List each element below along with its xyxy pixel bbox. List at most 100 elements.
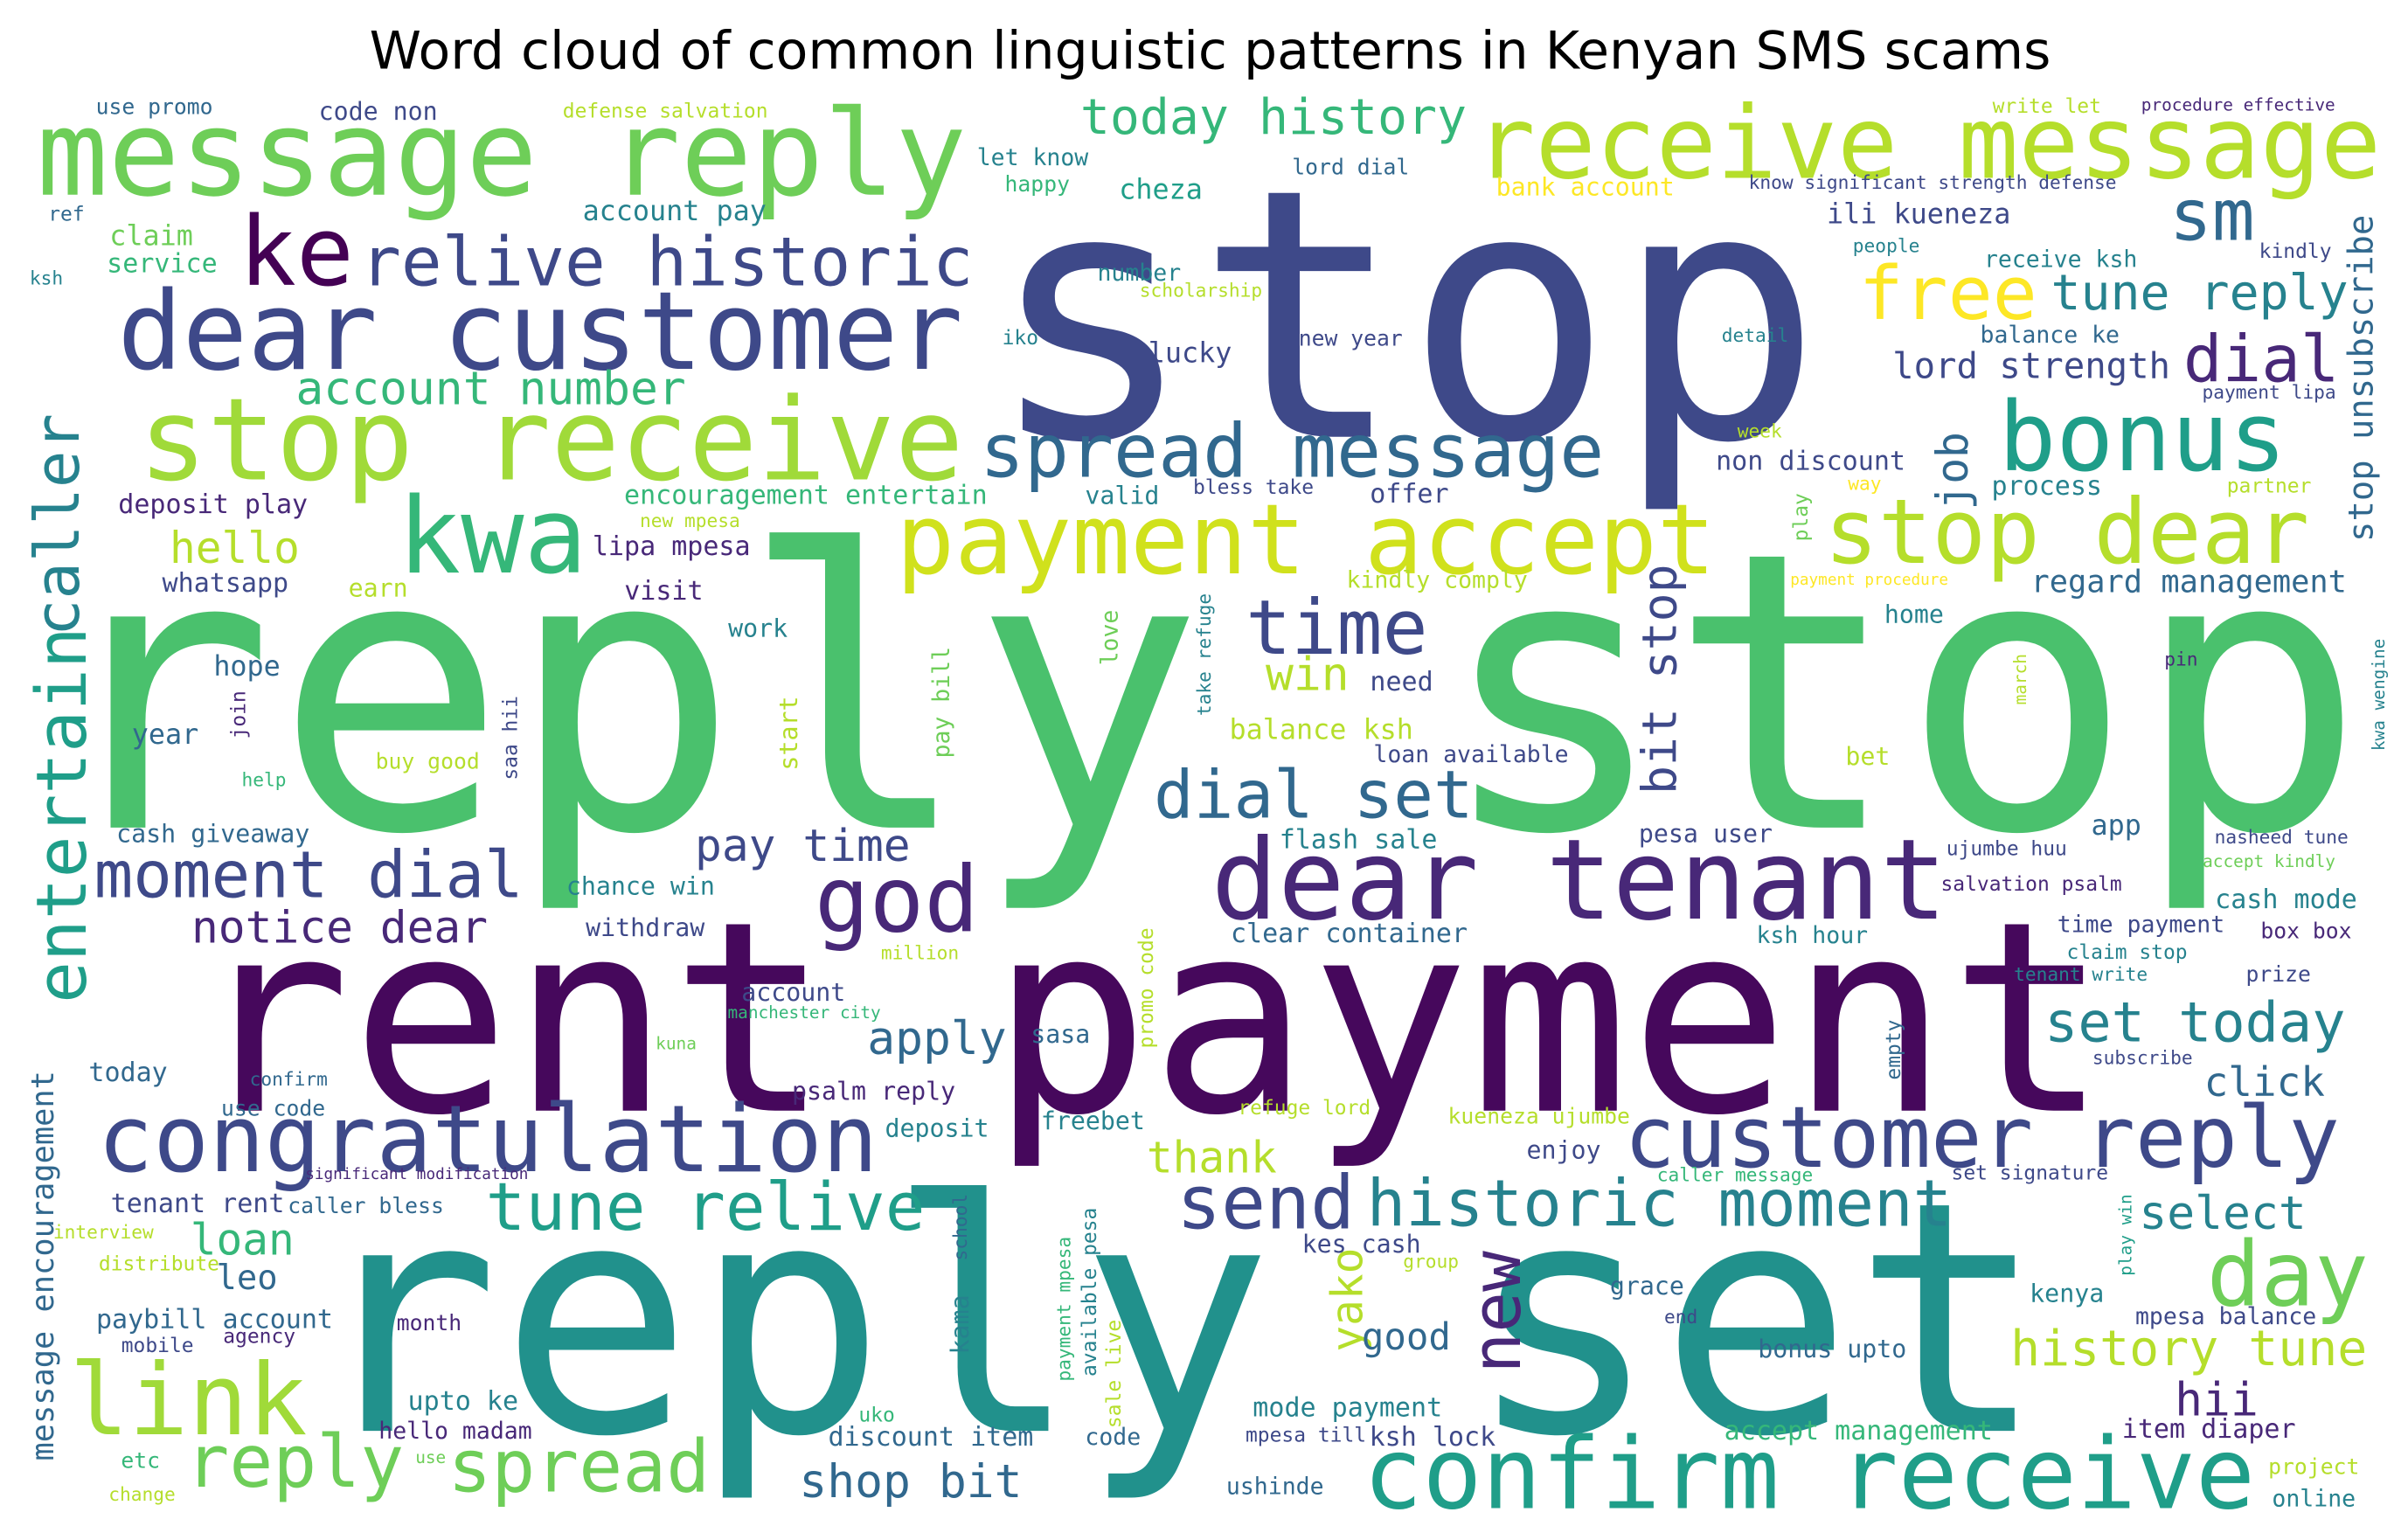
word: ke	[239, 196, 354, 308]
word: paybill account	[96, 1305, 333, 1335]
word: work	[728, 614, 788, 642]
word: bonus upto	[1758, 1335, 1906, 1363]
word: freebet	[1041, 1106, 1145, 1135]
word: prize	[2245, 961, 2310, 987]
word: whatsapp	[163, 568, 289, 599]
word: caller bless	[288, 1193, 444, 1218]
word: kindly	[2259, 240, 2332, 263]
word: number	[1097, 260, 1181, 287]
word: loan available	[1373, 741, 1568, 768]
word: use promo	[96, 94, 213, 120]
word: distribute	[99, 1253, 219, 1276]
word: enjoy	[1526, 1135, 1600, 1164]
word: confirm receive	[1363, 1417, 2255, 1532]
word: withdraw	[586, 913, 705, 942]
word: time	[1246, 585, 1427, 672]
word: select	[2139, 1187, 2306, 1240]
word: receive ksh	[1984, 246, 2137, 273]
word: message encouragement	[25, 1071, 61, 1460]
word: mpesa till	[1246, 1425, 1366, 1447]
word: process	[1992, 471, 2103, 502]
word: regard management	[2031, 564, 2347, 600]
word: hello	[170, 523, 300, 573]
word: thank	[1147, 1133, 1277, 1183]
word: pay time	[695, 820, 911, 872]
word: caller	[21, 413, 94, 636]
word: shop bit	[799, 1455, 1022, 1509]
word: iko	[1003, 327, 1038, 350]
word: subscribe	[2092, 1046, 2193, 1068]
word: free	[1859, 250, 2037, 336]
word: pesa user	[1639, 819, 1773, 848]
word: today	[88, 1058, 167, 1088]
word: historic moment	[1367, 1167, 1953, 1242]
word: kwa wengine	[2369, 639, 2389, 752]
word: use code	[221, 1096, 325, 1121]
word: available pesa	[1079, 1208, 1101, 1377]
word: reply set	[307, 1133, 2046, 1507]
word: reply	[185, 1419, 404, 1504]
word: scholarship	[1140, 280, 1262, 302]
word: dear tenant	[1211, 815, 1947, 945]
word: happy	[1005, 171, 1070, 197]
word: stop dear	[1824, 481, 2309, 585]
word: send	[1176, 1159, 1355, 1245]
word: confirm	[250, 1068, 328, 1090]
word: kama	[946, 1294, 975, 1354]
word: claim	[109, 220, 193, 252]
word: agency	[223, 1326, 295, 1349]
word: week	[1738, 420, 1782, 441]
word: chance win	[566, 871, 715, 900]
word: flash sale	[1280, 824, 1438, 855]
word: link	[69, 1342, 307, 1458]
word: non discount	[1716, 447, 1905, 477]
word: salvation psalm	[1941, 873, 2122, 896]
word: yako	[1322, 1248, 1373, 1352]
word: win	[1266, 648, 1350, 701]
word: payment accept	[896, 484, 1716, 597]
word: time payment	[2058, 912, 2224, 939]
word: bless take	[1193, 476, 1314, 499]
word: accept kindly	[2203, 851, 2335, 871]
word: kenya	[2030, 1280, 2104, 1308]
word: clear container	[1231, 919, 1468, 949]
word: play win	[2115, 1194, 2135, 1275]
word: lipa mpesa	[593, 531, 751, 562]
word: procedure effective	[2141, 95, 2335, 115]
word: psalm reply	[792, 1077, 955, 1106]
word: sasa	[1031, 1020, 1090, 1049]
word: help	[241, 769, 286, 791]
word: start	[774, 697, 803, 771]
word: visit	[624, 576, 703, 607]
word: group	[1403, 1251, 1459, 1273]
word: detail	[1722, 324, 1789, 346]
word: people	[1853, 234, 1920, 256]
word: god	[815, 847, 979, 954]
word: good	[1362, 1315, 1451, 1358]
word: claim stop	[2067, 941, 2188, 964]
word: tune reply	[2051, 265, 2349, 322]
word: hope	[213, 651, 281, 683]
word: leo	[216, 1259, 277, 1298]
word: notice dear	[191, 902, 488, 954]
word: tenant write	[2014, 963, 2148, 985]
word: cheza	[1119, 174, 1203, 205]
word: hii	[2175, 1373, 2259, 1426]
word: spread message	[980, 407, 1604, 494]
word: million	[881, 941, 959, 963]
word: valid	[1085, 482, 1159, 510]
word: tenant rent	[111, 1189, 285, 1219]
word: caller message	[1657, 1164, 1814, 1186]
word: accept management	[1724, 1416, 1993, 1446]
word: deposit	[885, 1114, 989, 1143]
word: account number	[295, 363, 685, 416]
word: code non	[319, 97, 438, 126]
word: grace	[1610, 1272, 1684, 1301]
word: encouragement entertain	[624, 481, 988, 511]
word: home	[1884, 600, 1944, 629]
word: buy good	[376, 748, 480, 773]
word: bonus	[1998, 381, 2287, 493]
word: set today	[2044, 989, 2345, 1054]
word: way	[1848, 472, 1881, 494]
